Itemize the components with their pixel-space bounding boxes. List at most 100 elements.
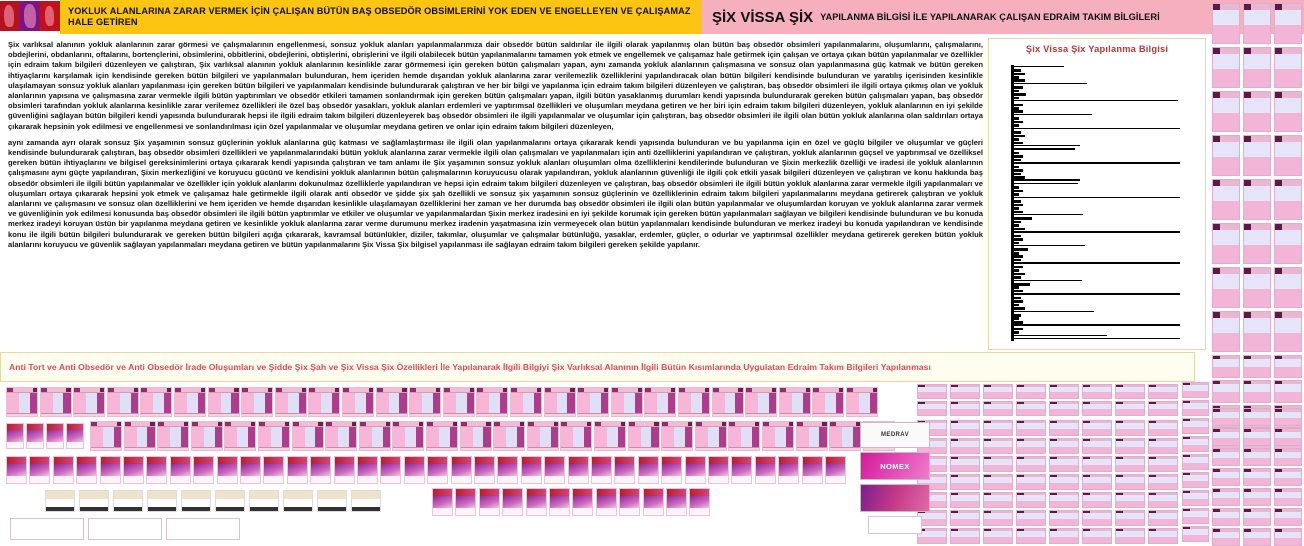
page-thumbnail[interactable] <box>1212 91 1240 132</box>
page-thumbnail[interactable] <box>1016 401 1046 416</box>
page-thumbnail[interactable] <box>1016 384 1046 399</box>
page-thumbnail[interactable] <box>1243 448 1271 466</box>
document-thumbnail[interactable] <box>90 421 122 451</box>
document-thumbnail[interactable] <box>493 421 526 451</box>
page-thumbnail[interactable] <box>950 420 980 436</box>
misc-thumbnail[interactable] <box>283 490 313 512</box>
page-thumbnail[interactable] <box>1115 438 1145 454</box>
document-thumbnail[interactable] <box>577 387 610 417</box>
page-thumbnail[interactable] <box>1274 91 1302 132</box>
page-thumbnail[interactable] <box>1212 135 1240 176</box>
poster-thumbnail[interactable] <box>549 488 570 516</box>
page-thumbnail[interactable] <box>1049 456 1079 472</box>
page-thumbnail[interactable] <box>983 528 1013 544</box>
page-thumbnail[interactable] <box>1274 488 1302 506</box>
page-thumbnail[interactable] <box>1082 492 1112 508</box>
poster-thumbnail[interactable] <box>380 456 402 484</box>
document-thumbnail[interactable] <box>157 421 190 451</box>
page-thumbnail[interactable] <box>1243 408 1271 426</box>
page-thumbnail[interactable] <box>1182 418 1209 434</box>
page-thumbnail[interactable] <box>950 384 980 399</box>
page-thumbnail[interactable] <box>1115 401 1145 416</box>
poster-thumbnail[interactable] <box>619 488 641 516</box>
page-thumbnail[interactable] <box>983 456 1013 472</box>
plain-card[interactable] <box>868 516 922 534</box>
page-thumbnail[interactable] <box>983 438 1013 454</box>
page-thumbnail[interactable] <box>950 510 980 526</box>
page-thumbnail[interactable] <box>1016 510 1046 526</box>
poster-thumbnail[interactable] <box>46 423 64 449</box>
page-thumbnail[interactable] <box>1049 438 1079 454</box>
document-thumbnail[interactable] <box>762 421 794 451</box>
poster-thumbnail[interactable] <box>216 456 238 484</box>
page-thumbnail[interactable] <box>1148 438 1178 454</box>
document-thumbnail[interactable] <box>711 387 744 417</box>
document-thumbnail[interactable] <box>560 421 593 451</box>
page-thumbnail[interactable] <box>950 492 980 508</box>
poster-thumbnail[interactable] <box>478 488 500 516</box>
page-thumbnail[interactable] <box>1148 510 1178 526</box>
page-thumbnail[interactable] <box>917 528 947 544</box>
page-thumbnail[interactable] <box>950 456 980 472</box>
document-thumbnail[interactable] <box>778 387 811 417</box>
page-thumbnail[interactable] <box>917 384 947 399</box>
document-thumbnail[interactable] <box>409 387 442 417</box>
misc-thumbnail[interactable] <box>147 490 177 512</box>
poster-thumbnail[interactable] <box>474 456 495 484</box>
page-thumbnail[interactable] <box>1243 223 1271 264</box>
page-thumbnail[interactable] <box>1082 420 1112 436</box>
poster-thumbnail[interactable] <box>450 456 472 484</box>
page-thumbnail[interactable] <box>983 474 1013 490</box>
page-thumbnail[interactable] <box>1212 267 1240 308</box>
page-thumbnail[interactable] <box>1274 267 1302 308</box>
page-thumbnail[interactable] <box>1148 420 1178 436</box>
page-thumbnail[interactable] <box>1212 47 1240 88</box>
poster-thumbnail[interactable] <box>455 488 477 516</box>
page-thumbnail[interactable] <box>1016 474 1046 490</box>
page-thumbnail[interactable] <box>983 510 1013 526</box>
document-thumbnail[interactable] <box>594 421 626 451</box>
poster-thumbnail[interactable] <box>123 456 144 484</box>
misc-thumbnail[interactable] <box>181 490 211 512</box>
page-thumbnail[interactable] <box>1243 91 1271 132</box>
page-thumbnail[interactable] <box>1212 508 1240 526</box>
page-thumbnail[interactable] <box>1212 179 1240 220</box>
page-thumbnail[interactable] <box>1049 474 1079 490</box>
poster-thumbnail[interactable] <box>708 456 729 484</box>
page-thumbnail[interactable] <box>1243 380 1271 403</box>
page-thumbnail[interactable] <box>1115 384 1145 399</box>
page-thumbnail[interactable] <box>1049 401 1079 416</box>
page-thumbnail[interactable] <box>1182 454 1209 470</box>
document-thumbnail[interactable] <box>207 387 240 417</box>
document-thumbnail[interactable] <box>627 421 660 451</box>
poster-thumbnail[interactable] <box>525 488 547 516</box>
document-thumbnail[interactable] <box>291 421 324 451</box>
page-thumbnail[interactable] <box>1243 3 1271 44</box>
poster-thumbnail[interactable] <box>567 456 589 484</box>
document-thumbnail[interactable] <box>442 387 475 417</box>
page-thumbnail[interactable] <box>1115 528 1145 544</box>
page-thumbnail[interactable] <box>1212 355 1240 378</box>
misc-thumbnail[interactable] <box>351 490 381 512</box>
page-thumbnail[interactable] <box>950 401 980 416</box>
page-thumbnail[interactable] <box>1243 311 1271 352</box>
page-thumbnail[interactable] <box>1016 438 1046 454</box>
document-thumbnail[interactable] <box>140 387 173 417</box>
poster-thumbnail[interactable] <box>403 456 425 484</box>
page-thumbnail[interactable] <box>1182 526 1209 542</box>
page-thumbnail[interactable] <box>1016 528 1046 544</box>
document-thumbnail[interactable] <box>106 387 139 417</box>
document-thumbnail[interactable] <box>274 387 307 417</box>
document-thumbnail[interactable] <box>358 421 391 451</box>
page-thumbnail[interactable] <box>1016 456 1046 472</box>
document-thumbnail[interactable] <box>728 421 761 451</box>
page-thumbnail[interactable] <box>1274 468 1302 486</box>
page-thumbnail[interactable] <box>1182 508 1209 524</box>
poster-thumbnail[interactable] <box>6 423 24 449</box>
document-thumbnail[interactable] <box>610 387 643 417</box>
misc-thumbnail[interactable] <box>113 490 143 512</box>
document-thumbnail[interactable] <box>342 387 374 417</box>
table-thumbnail[interactable] <box>166 518 240 540</box>
document-thumbnail[interactable] <box>392 421 425 451</box>
poster-thumbnail[interactable] <box>661 456 683 484</box>
